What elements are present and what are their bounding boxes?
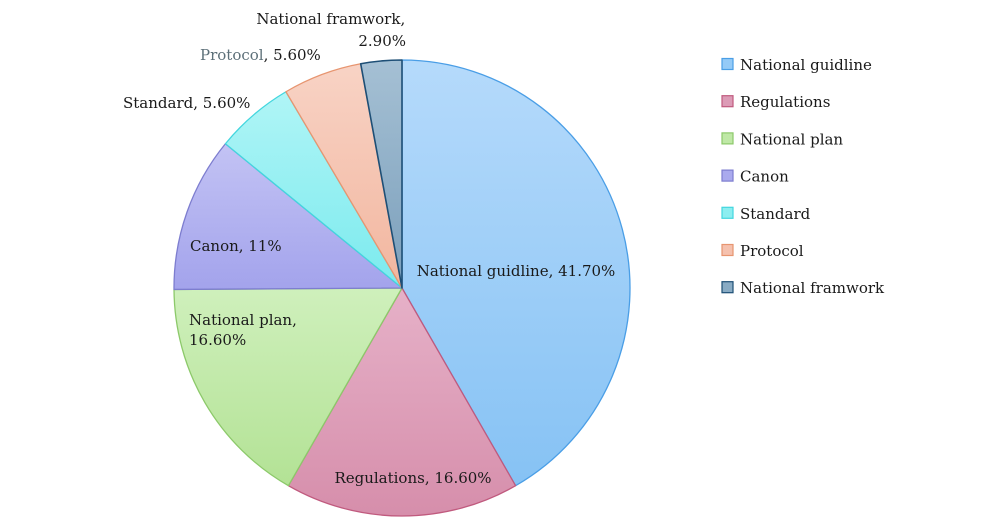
legend-label-national-guidline: National guidline [740,56,872,74]
legend: National guidline Regulations National pla… [721,56,885,297]
label-protocol-rest: , 5.60% [264,46,321,64]
label-canon: Canon, 11% [190,237,282,255]
label-national-framwork: National framwork, 2.90% [256,10,410,50]
label-canon-text: Canon, 11% [190,237,282,255]
legend-item-national-plan[interactable]: National plan [721,130,843,148]
label-protocol: Protocol, 5.60% [200,46,321,64]
slice-national-framwork[interactable] [359,59,403,289]
legend-item-regulations[interactable]: Regulations [721,93,830,111]
legend-label-national-framwork: National framwork [740,279,885,297]
label-national-guidline-text: National guidline, 41.70% [417,262,616,280]
legend-swatch-canon [721,169,734,182]
label-standard: Standard, 5.60% [123,94,250,112]
slice-regulations[interactable] [287,287,517,517]
label-standard-text: Standard, 5.60% [123,94,250,112]
legend-swatch-regulations [721,95,734,108]
label-national-guidline: National guidline, 41.70% [417,262,616,280]
legend-item-national-framwork[interactable]: National framwork [721,279,885,297]
label-protocol-name: Protocol [200,46,264,64]
legend-label-regulations: Regulations [740,93,830,111]
legend-swatch-protocol [721,243,734,257]
label-national-plan: National plan, 16.60% [189,311,302,349]
label-regulations: Regulations, 16.60% [334,469,491,487]
pie-slices [173,59,631,517]
slice-national-plan[interactable] [173,287,403,487]
label-national-plan-line1: National plan, [189,311,297,329]
legend-label-standard: Standard [740,205,811,223]
label-regulations-text: Regulations, 16.60% [334,469,491,487]
legend-item-standard[interactable]: Standard [721,205,811,223]
legend-item-canon[interactable]: Canon [721,168,789,186]
slice-national-guidline[interactable] [401,59,631,487]
label-national-plan-line2: 16.60% [189,331,246,349]
legend-swatch-standard [721,206,734,219]
legend-swatch-national-guidline [721,57,734,71]
legend-item-national-guidline[interactable]: National guidline [721,56,872,74]
legend-label-protocol: Protocol [740,242,804,260]
legend-swatch-national-plan [721,132,734,145]
legend-swatch-national-framwork [721,281,734,294]
label-national-framwork-line2: 2.90% [358,32,406,50]
legend-item-protocol[interactable]: Protocol [721,242,804,260]
legend-label-canon: Canon [740,168,789,186]
slice-labels: National guidline, 41.70% Regulations, 1… [123,10,615,487]
slice-canon[interactable] [173,143,403,291]
label-national-framwork-line1: National framwork, [256,10,405,28]
legend-label-national-plan: National plan [740,130,843,148]
